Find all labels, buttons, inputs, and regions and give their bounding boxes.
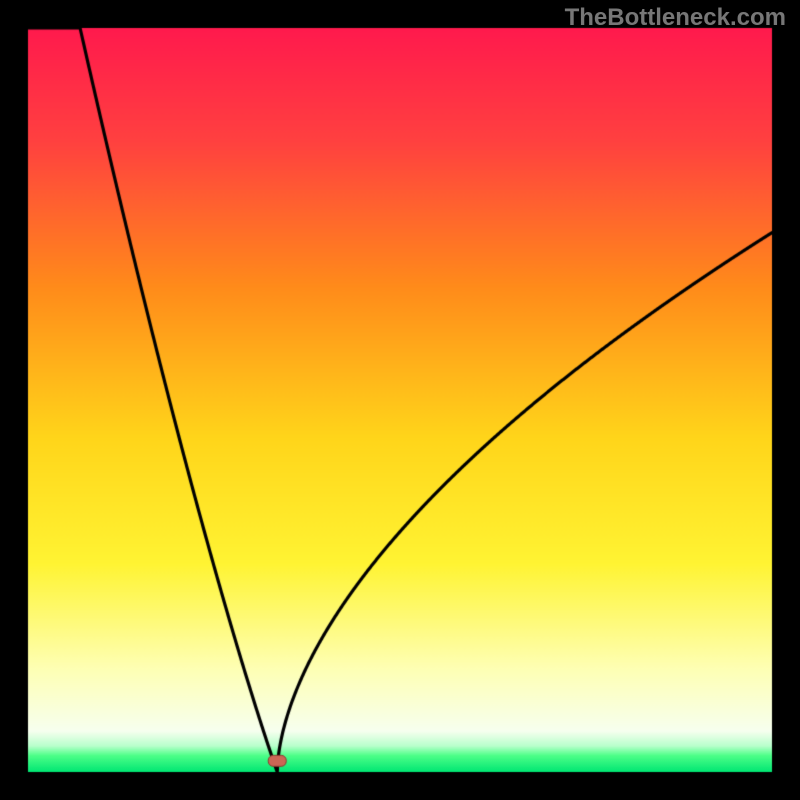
chart-container: TheBottleneck.com — [0, 0, 800, 800]
bottleneck-chart-canvas — [0, 0, 800, 800]
